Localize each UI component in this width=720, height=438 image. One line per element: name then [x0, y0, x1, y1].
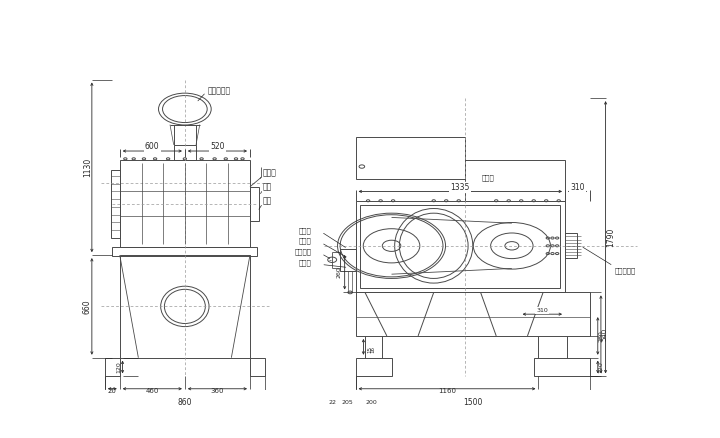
Text: 丝端: 丝端: [263, 196, 272, 205]
Text: 1790: 1790: [607, 228, 616, 247]
Text: 120: 120: [116, 361, 121, 373]
Text: 520: 520: [210, 142, 225, 151]
Bar: [174, 145, 196, 160]
Bar: [112, 170, 120, 238]
Text: 22: 22: [328, 400, 336, 405]
Text: 120: 120: [598, 361, 603, 373]
Text: 压力表: 压力表: [299, 238, 312, 244]
Bar: [565, 233, 577, 258]
Bar: [465, 160, 565, 201]
Text: 310: 310: [570, 183, 585, 192]
Text: 1160: 1160: [438, 389, 456, 395]
Bar: [356, 293, 590, 336]
Bar: [356, 137, 465, 179]
Text: 排出消声器: 排出消声器: [615, 267, 636, 274]
Text: 15: 15: [367, 346, 372, 353]
Text: 460: 460: [145, 389, 159, 395]
Bar: [356, 358, 392, 376]
Text: 360: 360: [211, 389, 224, 395]
Text: 单向阀: 单向阀: [299, 260, 312, 266]
Text: 1130: 1130: [83, 158, 92, 177]
Text: 排气体: 排气体: [263, 168, 277, 177]
Text: 皮带罩: 皮带罩: [482, 174, 495, 181]
Text: 600: 600: [145, 142, 160, 151]
Text: 205: 205: [342, 400, 354, 405]
Text: 660: 660: [83, 299, 92, 314]
Text: 弹性联本: 弹性联本: [295, 249, 312, 255]
Bar: [112, 247, 258, 256]
Text: 280: 280: [598, 330, 603, 342]
Text: 1335: 1335: [451, 183, 470, 192]
Bar: [340, 249, 356, 271]
Text: 310: 310: [536, 308, 548, 313]
Bar: [356, 201, 565, 293]
Text: 油标: 油标: [263, 182, 272, 191]
Text: 1500: 1500: [463, 398, 482, 407]
Text: 20: 20: [108, 389, 117, 395]
Bar: [250, 358, 265, 376]
Text: 安全网: 安全网: [299, 227, 312, 233]
Text: 吸入消音器: 吸入消音器: [207, 86, 230, 95]
Bar: [120, 255, 250, 358]
Text: 260: 260: [336, 266, 341, 278]
Bar: [120, 160, 250, 247]
Bar: [534, 358, 590, 376]
Bar: [250, 187, 259, 221]
Text: 540: 540: [601, 328, 607, 341]
Text: 16: 16: [370, 346, 375, 353]
Text: 860: 860: [178, 398, 192, 407]
Text: 200: 200: [365, 400, 377, 405]
Bar: [360, 205, 560, 288]
Bar: [105, 358, 120, 376]
